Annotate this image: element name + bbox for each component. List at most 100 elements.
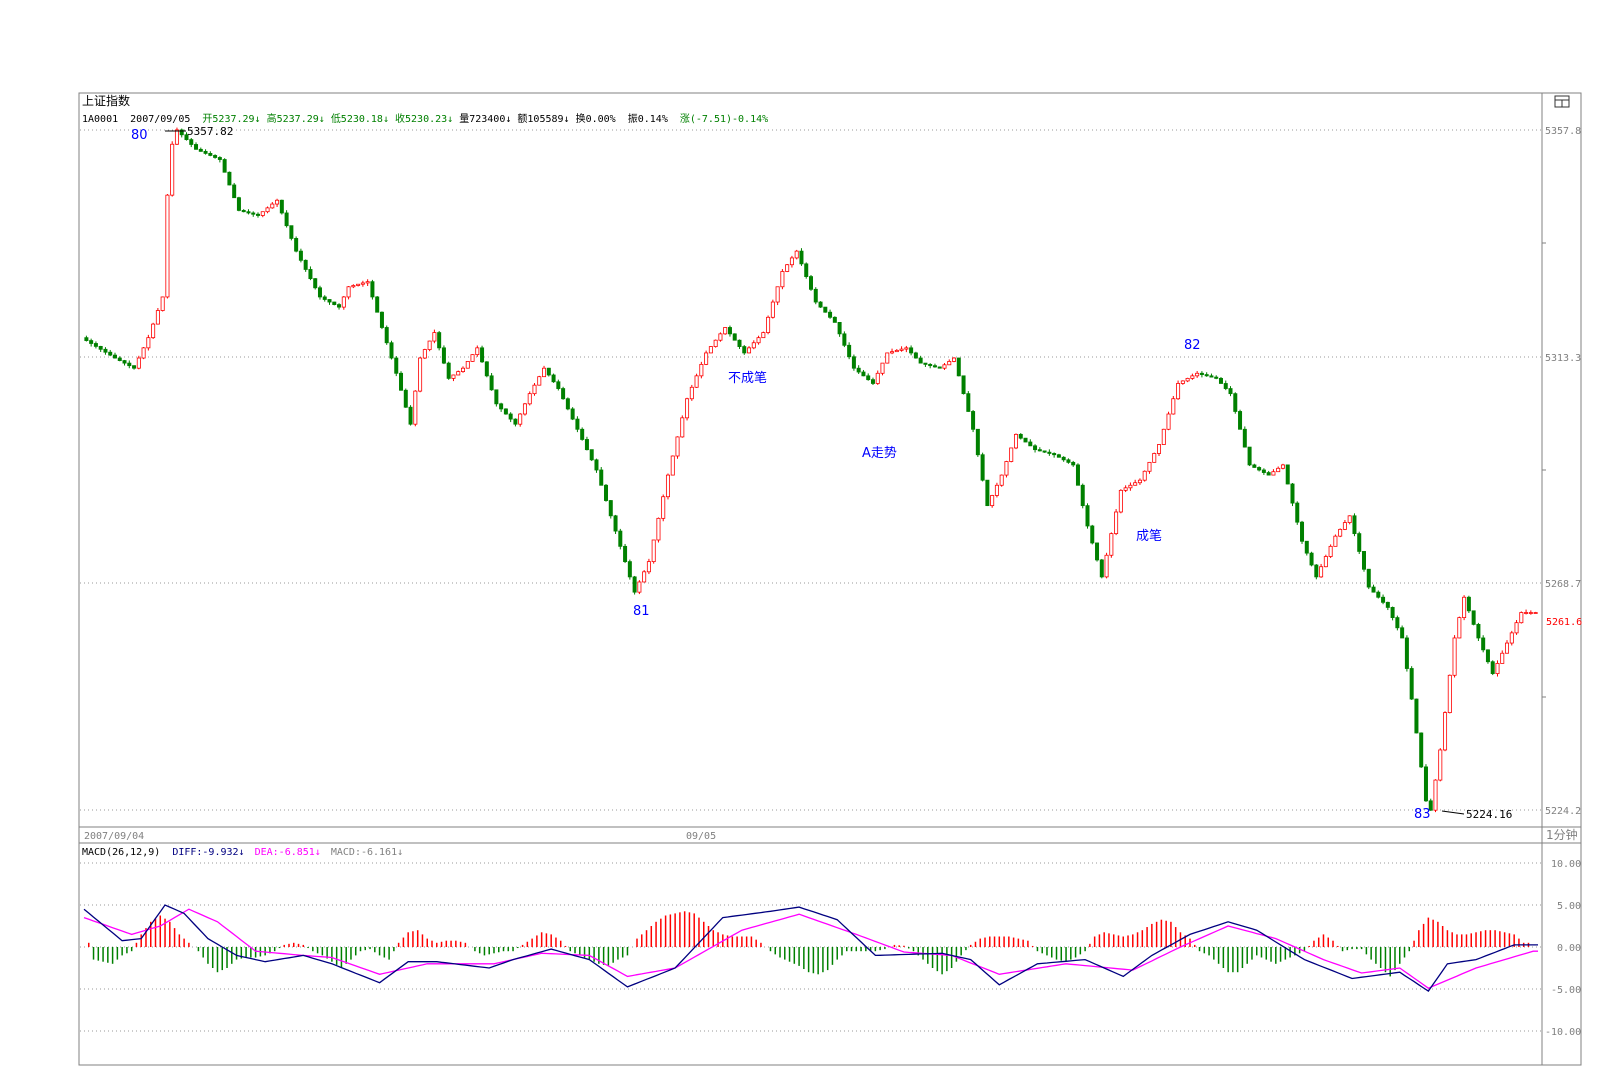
candle (937, 366, 942, 369)
candle (551, 374, 556, 383)
candle (1505, 642, 1510, 654)
candle (132, 365, 137, 369)
candle (904, 347, 909, 350)
candle (1409, 668, 1414, 700)
candle (184, 134, 189, 141)
candle (256, 213, 261, 216)
candle (313, 278, 318, 289)
candle (828, 311, 833, 318)
candle (1338, 528, 1343, 537)
candle (379, 311, 384, 328)
candle (1381, 596, 1386, 603)
candle (170, 143, 175, 196)
quote-amplitude: 振0.14% (628, 112, 668, 125)
candle (480, 347, 485, 363)
candlesticks (84, 127, 1538, 813)
candle (947, 361, 952, 366)
candle (1452, 637, 1457, 676)
candle (832, 316, 837, 323)
candle (1209, 375, 1214, 378)
candle (194, 144, 199, 150)
candle (513, 418, 518, 425)
candle (489, 375, 494, 391)
candle (1519, 612, 1524, 624)
candle (665, 474, 670, 498)
candle (747, 347, 752, 354)
candle (1133, 482, 1138, 486)
window-icon[interactable] (1554, 95, 1570, 108)
candle (537, 376, 542, 386)
macd-header: MACD(26,12,9) DIFF:-9.932↓ DEA:-6.851↓ M… (82, 847, 403, 858)
candle (570, 408, 575, 420)
candle (1357, 533, 1362, 552)
candle (1223, 383, 1228, 389)
candle (356, 283, 361, 286)
candle (813, 288, 818, 303)
candle (1142, 470, 1147, 481)
candle (956, 357, 961, 377)
candle (708, 346, 713, 354)
candle (1514, 622, 1519, 634)
candle (780, 271, 785, 288)
pivot-label-80: 80 (131, 128, 148, 143)
candle (1342, 522, 1347, 530)
candle (1095, 542, 1100, 561)
candle (575, 418, 580, 430)
candle (1166, 413, 1171, 430)
candle (108, 351, 113, 356)
candle (594, 459, 599, 471)
candle (84, 337, 89, 341)
candle (799, 250, 804, 265)
candle (1438, 749, 1443, 781)
candle (604, 484, 609, 501)
candle (1462, 596, 1467, 619)
candle (1304, 540, 1309, 554)
candle (1347, 515, 1352, 523)
quote-change: 涨(-7.51)-0.14% (680, 113, 768, 125)
candle (1333, 535, 1338, 547)
candle (1180, 380, 1185, 384)
candle (208, 153, 213, 156)
candle (460, 367, 465, 372)
candle (456, 371, 461, 376)
candle (818, 301, 823, 308)
candle (618, 530, 623, 547)
candle (384, 327, 389, 344)
candle (294, 238, 299, 252)
candle (1395, 617, 1400, 629)
price-axis: 5357.8 5313.3 5268.7 5224.2 (1545, 126, 1581, 817)
candle (93, 343, 98, 347)
candle (1428, 800, 1433, 811)
price-gridlines (80, 129, 1542, 811)
candle (980, 454, 985, 481)
candle (856, 367, 861, 373)
candle (1524, 612, 1529, 614)
candle (103, 348, 108, 353)
candle (770, 301, 775, 318)
candle (1285, 464, 1290, 485)
candle (1028, 441, 1033, 447)
candle (809, 276, 814, 290)
candle (1485, 649, 1490, 663)
candle (1147, 461, 1152, 472)
low-marker-line (1441, 810, 1465, 815)
candle (675, 436, 680, 457)
candle (246, 211, 251, 214)
candle (1500, 652, 1505, 664)
candle (542, 367, 547, 378)
candle (303, 259, 308, 270)
candle (122, 360, 127, 364)
candle (761, 332, 766, 339)
candle (1157, 444, 1162, 454)
candle (1190, 375, 1195, 379)
high-value-label: 5357.82 (187, 125, 233, 138)
low-value-label: 5224.16 (1466, 808, 1512, 821)
candle (985, 479, 990, 507)
candle (851, 356, 856, 369)
candle (327, 299, 332, 303)
candle (1023, 437, 1028, 443)
candle (222, 159, 227, 173)
quote-amount: 额105589↓ (517, 112, 569, 125)
candle (1390, 607, 1395, 619)
candle (475, 347, 480, 356)
